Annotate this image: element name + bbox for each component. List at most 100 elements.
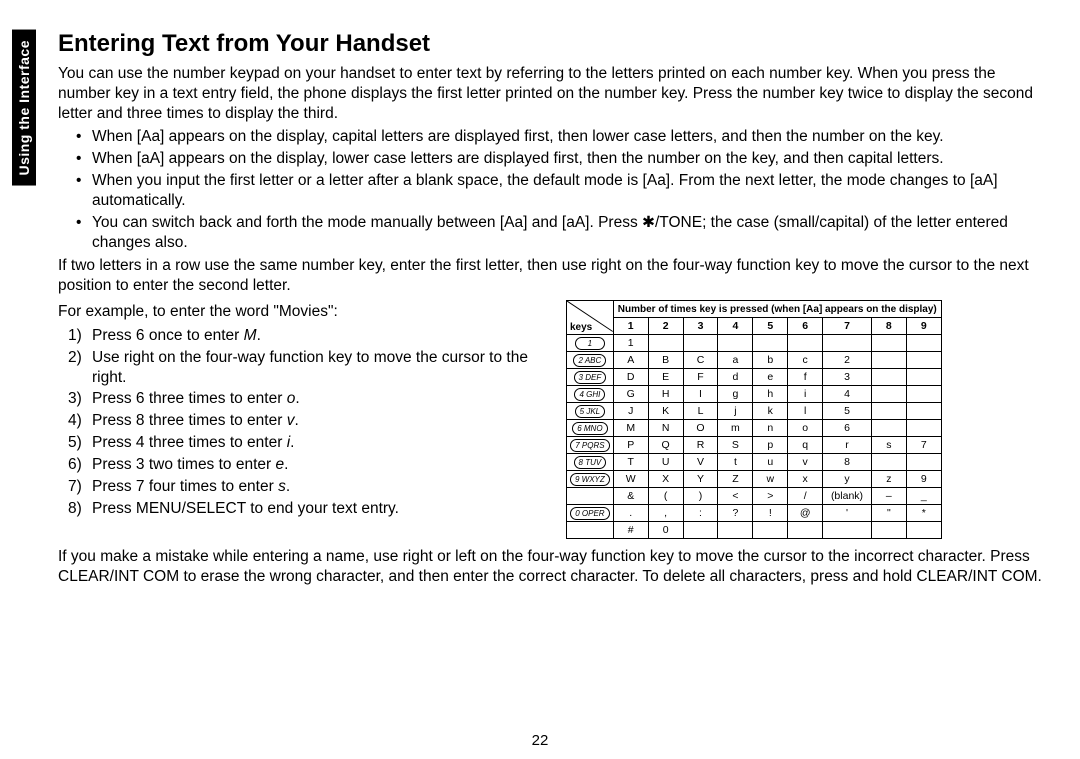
char-cell: ( <box>648 488 683 505</box>
char-cell: o <box>788 420 823 437</box>
char-cell: 9 <box>906 471 941 488</box>
key-cell: 3 DEF <box>567 369 614 386</box>
char-cell: _ <box>906 488 941 505</box>
example-intro: For example, to enter the word "Movies": <box>58 302 548 322</box>
char-cell: u <box>753 454 788 471</box>
char-cell: I <box>683 386 718 403</box>
key-cell: 6 MNO <box>567 420 614 437</box>
char-cell: S <box>718 437 753 454</box>
char-cell: j <box>718 403 753 420</box>
char-cell: B <box>648 352 683 369</box>
char-cell: H <box>648 386 683 403</box>
char-cell: d <box>718 369 753 386</box>
char-cell <box>871 403 906 420</box>
char-cell: b <box>753 352 788 369</box>
note-item: When [aA] appears on the display, lower … <box>92 149 1050 169</box>
char-cell: M <box>613 420 648 437</box>
char-cell: , <box>648 505 683 522</box>
char-cell: @ <box>788 505 823 522</box>
key-cell: 5 JKL <box>567 403 614 420</box>
page-number: 22 <box>0 732 1080 749</box>
char-cell <box>718 522 753 539</box>
key-cell: 2 ABC <box>567 352 614 369</box>
col-header: 5 <box>753 318 788 335</box>
key-cell: 8 TUV <box>567 454 614 471</box>
char-cell: W <box>613 471 648 488</box>
char-cell: N <box>648 420 683 437</box>
key-cell: 4 GHI <box>567 386 614 403</box>
char-cell: v <box>788 454 823 471</box>
char-cell: A <box>613 352 648 369</box>
char-cell <box>906 420 941 437</box>
char-cell <box>906 522 941 539</box>
char-cell: D <box>613 369 648 386</box>
char-cell <box>871 352 906 369</box>
step-item: Press 8 three times to enter v. <box>92 411 548 431</box>
char-cell <box>753 522 788 539</box>
char-cell: f <box>788 369 823 386</box>
char-cell: g <box>718 386 753 403</box>
step-item: Press 4 three times to enter i. <box>92 433 548 453</box>
char-cell <box>788 335 823 352</box>
char-cell: X <box>648 471 683 488</box>
char-cell <box>871 522 906 539</box>
note-item: When [Aa] appears on the display, capita… <box>92 127 1050 147</box>
char-cell: Z <box>718 471 753 488</box>
char-cell: p <box>753 437 788 454</box>
char-cell: x <box>788 471 823 488</box>
char-cell: (blank) <box>823 488 872 505</box>
char-cell: ! <box>753 505 788 522</box>
char-cell: k <box>753 403 788 420</box>
char-cell: J <box>613 403 648 420</box>
example-steps: Press 6 once to enter M.Use right on the… <box>58 326 548 518</box>
char-cell: U <box>648 454 683 471</box>
char-cell <box>871 454 906 471</box>
char-cell: > <box>753 488 788 505</box>
char-cell: z <box>871 471 906 488</box>
char-cell: ) <box>683 488 718 505</box>
char-cell: F <box>683 369 718 386</box>
char-cell <box>906 352 941 369</box>
char-cell <box>648 335 683 352</box>
step-item: Press 7 four times to enter s. <box>92 477 548 497</box>
step-item: Press MENU/SELECT to end your text entry… <box>92 499 548 519</box>
char-cell: m <box>718 420 753 437</box>
char-cell: P <box>613 437 648 454</box>
char-cell: < <box>718 488 753 505</box>
char-cell: / <box>788 488 823 505</box>
key-cell <box>567 522 614 539</box>
char-cell: R <box>683 437 718 454</box>
char-cell: L <box>683 403 718 420</box>
mistake-paragraph: If you make a mistake while entering a n… <box>58 547 1050 587</box>
char-cell: h <box>753 386 788 403</box>
char-cell: r <box>823 437 872 454</box>
char-cell <box>906 386 941 403</box>
table-caption: Number of times key is pressed (when [Aa… <box>613 301 941 318</box>
char-cell <box>823 522 872 539</box>
keypad-table: keysNumber of times key is pressed (when… <box>566 300 942 539</box>
key-cell: 9 WXYZ <box>567 471 614 488</box>
char-cell: c <box>788 352 823 369</box>
char-cell: 6 <box>823 420 872 437</box>
char-cell: O <box>683 420 718 437</box>
char-cell: V <box>683 454 718 471</box>
char-cell <box>906 403 941 420</box>
char-cell: : <box>683 505 718 522</box>
col-header: 9 <box>906 318 941 335</box>
step-item: Use right on the four-way function key t… <box>92 348 548 388</box>
char-cell <box>718 335 753 352</box>
col-header: 3 <box>683 318 718 335</box>
char-cell <box>871 386 906 403</box>
char-cell: e <box>753 369 788 386</box>
char-cell <box>871 369 906 386</box>
char-cell: ' <box>823 505 872 522</box>
col-header: 8 <box>871 318 906 335</box>
table-corner: keys <box>567 301 614 335</box>
same-key-note: If two letters in a row use the same num… <box>58 256 1050 296</box>
char-cell <box>788 522 823 539</box>
char-cell <box>683 335 718 352</box>
char-cell <box>871 420 906 437</box>
char-cell: T <box>613 454 648 471</box>
char-cell: i <box>788 386 823 403</box>
char-cell: y <box>823 471 872 488</box>
